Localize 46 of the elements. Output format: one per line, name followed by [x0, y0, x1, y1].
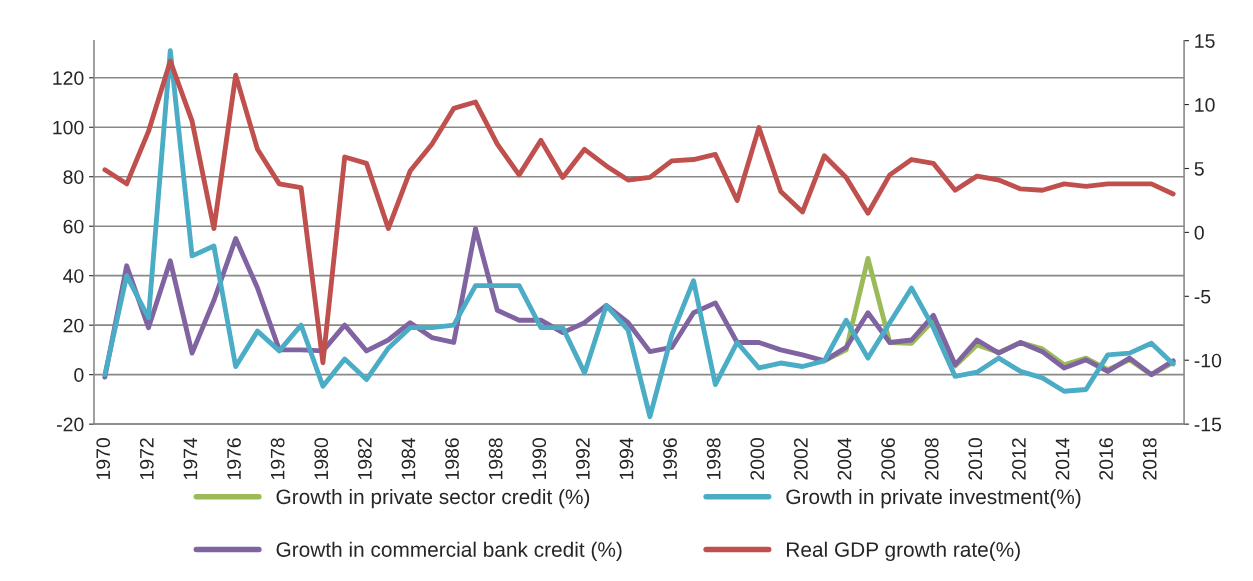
x-tick-label: 2002	[794, 438, 808, 480]
legend-label: Growth in commercial bank credit (%)	[276, 541, 622, 562]
x-tick-label: 2004	[837, 437, 852, 480]
x-tick-label: 2006	[881, 438, 895, 480]
x-tick-label: 1998	[706, 438, 721, 480]
line-series	[102, 58, 1176, 366]
x-tick-label: 1992	[575, 438, 590, 480]
x-tick-label: 1988	[488, 438, 503, 480]
y-tick-label: 0	[74, 368, 84, 382]
x-tick-label: 1974	[183, 437, 198, 480]
x-tick-label: 1990	[532, 438, 547, 480]
y-tick-label: 40	[63, 269, 84, 283]
y2-tick-label: -10	[1194, 353, 1222, 368]
legend-label: Growth in private sector credit (%)	[276, 488, 590, 509]
y2-tick-label: 15	[1195, 34, 1215, 48]
x-tick-label: 1996	[663, 438, 677, 480]
y-tick-label: 120	[53, 71, 84, 86]
x-tick-label: 2014	[1055, 437, 1070, 480]
y-tick-label: 20	[63, 318, 84, 333]
x-tick-label: 2012	[1012, 438, 1026, 480]
y-tick-label: 80	[63, 170, 84, 184]
y2-tick-label: -5	[1194, 289, 1211, 304]
y-tick-label: 100	[53, 120, 84, 135]
x-tick-label: 1978	[270, 438, 285, 480]
x-tick-label: 1982	[357, 438, 372, 480]
y2-tick-label: 10	[1195, 98, 1215, 112]
x-tick-label: 2010	[968, 438, 983, 480]
x-tick-label: 1972	[139, 438, 154, 480]
line-series	[102, 48, 1176, 420]
x-tick-label: 2000	[750, 438, 765, 480]
y2-tick-label: 5	[1194, 162, 1204, 176]
x-tick-label: 1994	[619, 437, 634, 480]
y2-tick-label: 0	[1194, 225, 1204, 240]
x-tick-label: 1980	[314, 438, 329, 480]
x-tick-label: 1976	[227, 438, 241, 480]
x-tick-label: 1986	[445, 438, 459, 480]
y-tick-label: 60	[63, 219, 84, 234]
y2-tick-label: -15	[1194, 417, 1222, 432]
x-tick-label: 2016	[1099, 438, 1113, 480]
legend-label: Growth in private investment(%)	[786, 488, 1081, 509]
y-tick-label: -20	[57, 417, 84, 432]
x-tick-label: 2008	[924, 438, 939, 480]
legend-label: Real GDP growth rate(%)	[787, 541, 1020, 562]
x-tick-label: 2018	[1142, 438, 1157, 480]
x-tick-label: 1984	[401, 437, 416, 480]
x-tick-label: 1970	[96, 438, 111, 480]
